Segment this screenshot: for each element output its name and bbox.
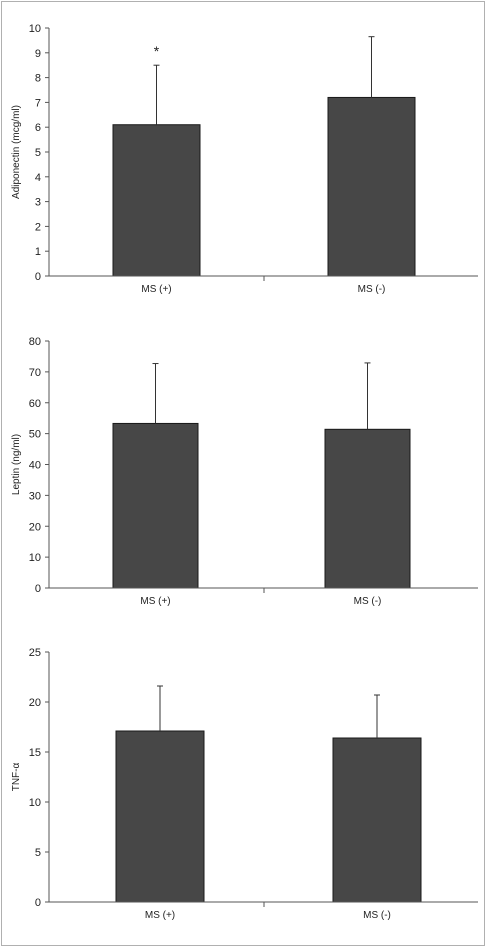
- y-tick-label: 30: [29, 490, 41, 502]
- y-axis-label: Leptin (ng/ml): [11, 434, 22, 495]
- y-tick-label: 20: [29, 521, 41, 533]
- y-tick-label: 5: [35, 147, 41, 159]
- y-tick-label: 70: [29, 367, 41, 379]
- y-tick-label: 25: [29, 647, 41, 659]
- bar-ms-positive: [115, 730, 205, 903]
- y-tick-label: 8: [35, 73, 41, 85]
- y-tick-label: 80: [29, 336, 41, 348]
- y-tick-label: 1: [35, 246, 41, 258]
- y-axis-label: Adiponectin (mcg/ml): [11, 105, 22, 199]
- category-label: MS (-): [363, 910, 391, 921]
- y-tick-label: 7: [35, 97, 41, 109]
- y-tick-label: 15: [29, 747, 41, 759]
- y-tick-label: 60: [29, 398, 41, 410]
- category-label: MS (-): [358, 284, 386, 295]
- bar-ms-negative: [324, 428, 411, 589]
- y-tick-label: 50: [29, 429, 41, 441]
- y-axis-label: TNF-α: [11, 763, 22, 792]
- y-tick-label: 40: [29, 460, 41, 472]
- y-tick-label: 3: [35, 197, 41, 209]
- y-tick-label: 0: [35, 897, 41, 909]
- y-tick-label: 0: [35, 583, 41, 595]
- bar-ms-positive: [112, 422, 199, 589]
- y-tick-label: 10: [29, 23, 41, 35]
- y-tick-label: 10: [29, 552, 41, 564]
- bar-ms-negative: [327, 96, 416, 277]
- category-label: MS (+): [141, 284, 171, 295]
- y-tick-label: 9: [35, 48, 41, 60]
- y-tick-label: 5: [35, 847, 41, 859]
- bar-ms-negative: [332, 737, 422, 903]
- y-tick-label: 0: [35, 271, 41, 283]
- bar-ms-positive: [112, 124, 201, 277]
- category-label: MS (-): [354, 596, 382, 607]
- y-tick-label: 20: [29, 697, 41, 709]
- y-tick-label: 4: [35, 172, 41, 184]
- y-tick-label: 10: [29, 797, 41, 809]
- y-tick-label: 2: [35, 221, 41, 233]
- category-label: MS (+): [145, 910, 175, 921]
- y-tick-label: 6: [35, 122, 41, 134]
- significance-marker: *: [154, 43, 160, 59]
- category-label: MS (+): [140, 596, 170, 607]
